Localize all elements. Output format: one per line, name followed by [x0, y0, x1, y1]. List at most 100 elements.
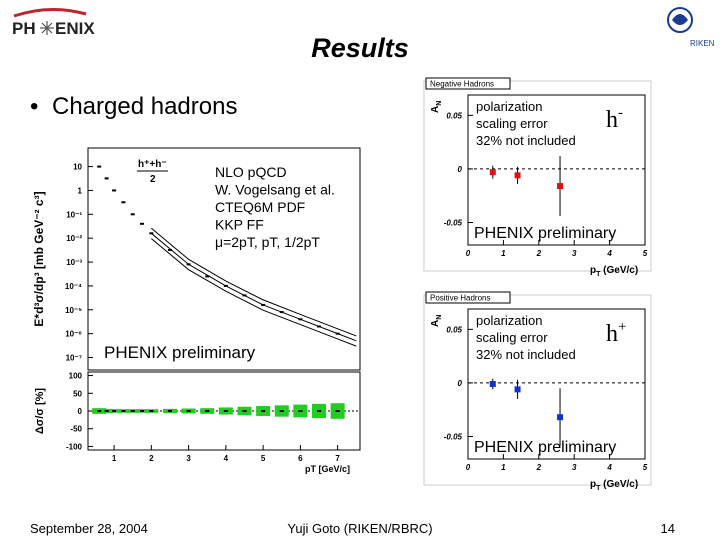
- x-label-unit: (GeV/c): [600, 265, 638, 276]
- plot-frame: [467, 308, 646, 460]
- data-point: [335, 410, 340, 412]
- x-label-main: p: [590, 479, 596, 490]
- bullet-dot: •: [30, 93, 38, 120]
- y-axis-label: Δσ/σ [%]: [34, 388, 46, 435]
- y-tick-label: -100: [66, 442, 83, 451]
- data-point: [335, 332, 340, 335]
- data-point: [205, 410, 210, 412]
- annotation: W. Vogelsang et al.: [215, 182, 335, 198]
- data-point: [205, 275, 210, 278]
- y-tick-label: 10: [73, 163, 82, 172]
- annotation: KKP FF: [215, 217, 264, 233]
- y-tick-label: 10⁻⁴: [65, 282, 82, 291]
- data-point: [167, 410, 172, 412]
- y-tick-label: 10⁻⁷: [66, 354, 82, 363]
- data-point: [149, 232, 154, 235]
- y-tick-label: 10⁻⁵: [65, 306, 82, 315]
- data-point: [557, 414, 564, 421]
- data-point: [112, 410, 117, 412]
- riken-logo: RIKEN: [667, 7, 715, 48]
- data-point: [104, 177, 109, 180]
- data-point: [121, 201, 126, 204]
- x-tick-label: 3: [572, 249, 577, 258]
- watermark: PHENIX preliminary: [474, 439, 616, 456]
- x-tick-label: 2: [536, 463, 542, 472]
- data-point: [242, 410, 247, 412]
- data-point: [167, 248, 172, 251]
- legend-denominator: 2: [150, 174, 156, 185]
- data-point: [298, 318, 303, 321]
- tag-main: h: [606, 321, 618, 347]
- y-tick-label: 0: [458, 379, 463, 388]
- x-tick-label: 6: [298, 454, 303, 463]
- data-point: [186, 410, 191, 412]
- data-point: [514, 172, 521, 179]
- x-tick-label: 4: [606, 249, 612, 258]
- y-tick-label: -50: [70, 425, 82, 434]
- annotation: μ=2pT, pT, 1/2pT: [215, 234, 320, 250]
- watermark: PHENIX preliminary: [474, 225, 616, 242]
- y-tick-label: 50: [73, 389, 82, 398]
- y-tick-label: 1: [78, 186, 83, 195]
- data-point: [104, 410, 109, 412]
- x-axis-label: pT (GeV/c): [590, 479, 638, 492]
- x-tick-label: 3: [186, 454, 191, 463]
- footer-author: Yuji Goto (RIKEN/RBRC): [287, 521, 432, 536]
- x-tick-label: 4: [224, 454, 229, 463]
- data-point: [112, 189, 117, 192]
- x-tick-label: 0: [466, 463, 471, 472]
- x-tick-label: 2: [536, 249, 542, 258]
- y-label-main: A: [430, 106, 441, 113]
- logo-swoosh: [13, 7, 87, 18]
- x-tick-label: 0: [466, 249, 471, 258]
- y-axis-label: AN: [430, 315, 443, 327]
- x-label-unit: (GeV/c): [600, 479, 638, 490]
- data-point: [130, 213, 135, 216]
- legend-numerator: h⁺+h⁻: [138, 159, 167, 170]
- chart-title-box: [425, 291, 511, 304]
- y-tick-label: 100: [69, 372, 83, 381]
- theory-curve: [151, 227, 357, 337]
- particle-tag: h+: [606, 319, 626, 347]
- y-tick-label: 10⁻⁶: [65, 330, 82, 339]
- x-tick-label: 5: [261, 454, 266, 463]
- x-tick-label: 5: [643, 463, 648, 472]
- data-point: [223, 284, 228, 287]
- data-point: [140, 222, 145, 225]
- y-tick-label: 10⁻¹: [66, 210, 82, 219]
- data-point: [298, 410, 303, 412]
- data-point: [186, 263, 191, 266]
- y-tick-label: 0.05: [446, 111, 462, 120]
- data-point: [149, 410, 154, 412]
- plot-frame: [467, 94, 646, 246]
- data-point: [223, 410, 228, 412]
- slide-title: Results: [311, 33, 409, 63]
- annotation: polarization: [476, 99, 543, 114]
- footer-date: September 28, 2004: [30, 521, 148, 536]
- chart-title: Negative Hadrons: [430, 80, 494, 89]
- data-point: [317, 325, 322, 328]
- x-tick-label: 5: [643, 249, 648, 258]
- x-label-sub: T: [596, 485, 601, 492]
- theory-curve: [151, 238, 357, 347]
- y-tick-label: -0.05: [444, 219, 463, 228]
- y-label-main: A: [430, 320, 441, 327]
- y-tick-label: 10⁻²: [66, 234, 82, 243]
- annotation: 32% not included: [476, 347, 576, 362]
- y-label-sub: N: [436, 315, 443, 320]
- x-tick-label: 3: [572, 463, 577, 472]
- y-axis-label: E*d³σ/dp³ [mb GeV⁻² c³]: [32, 191, 46, 326]
- y-tick-label: 0.05: [446, 325, 462, 334]
- x-tick-label: 7: [335, 454, 340, 463]
- x-tick-label: 1: [112, 454, 117, 463]
- logo-star: [40, 21, 54, 35]
- logo-left: PH: [12, 19, 36, 38]
- chart-0: 10 1 10⁻¹ 10⁻² 10⁻³ 10⁻⁴ 10⁻⁵ 10⁻⁶ 10⁻⁷ E*d³σ/dp³…: [32, 147, 361, 371]
- y-tick-label: 10⁻³: [66, 258, 82, 267]
- plot-frame: [87, 147, 361, 371]
- y-tick-label: 0: [458, 165, 463, 174]
- logo-right: ENIX: [55, 19, 95, 38]
- annotation: polarization: [476, 313, 543, 328]
- tag-sup: +: [618, 319, 626, 335]
